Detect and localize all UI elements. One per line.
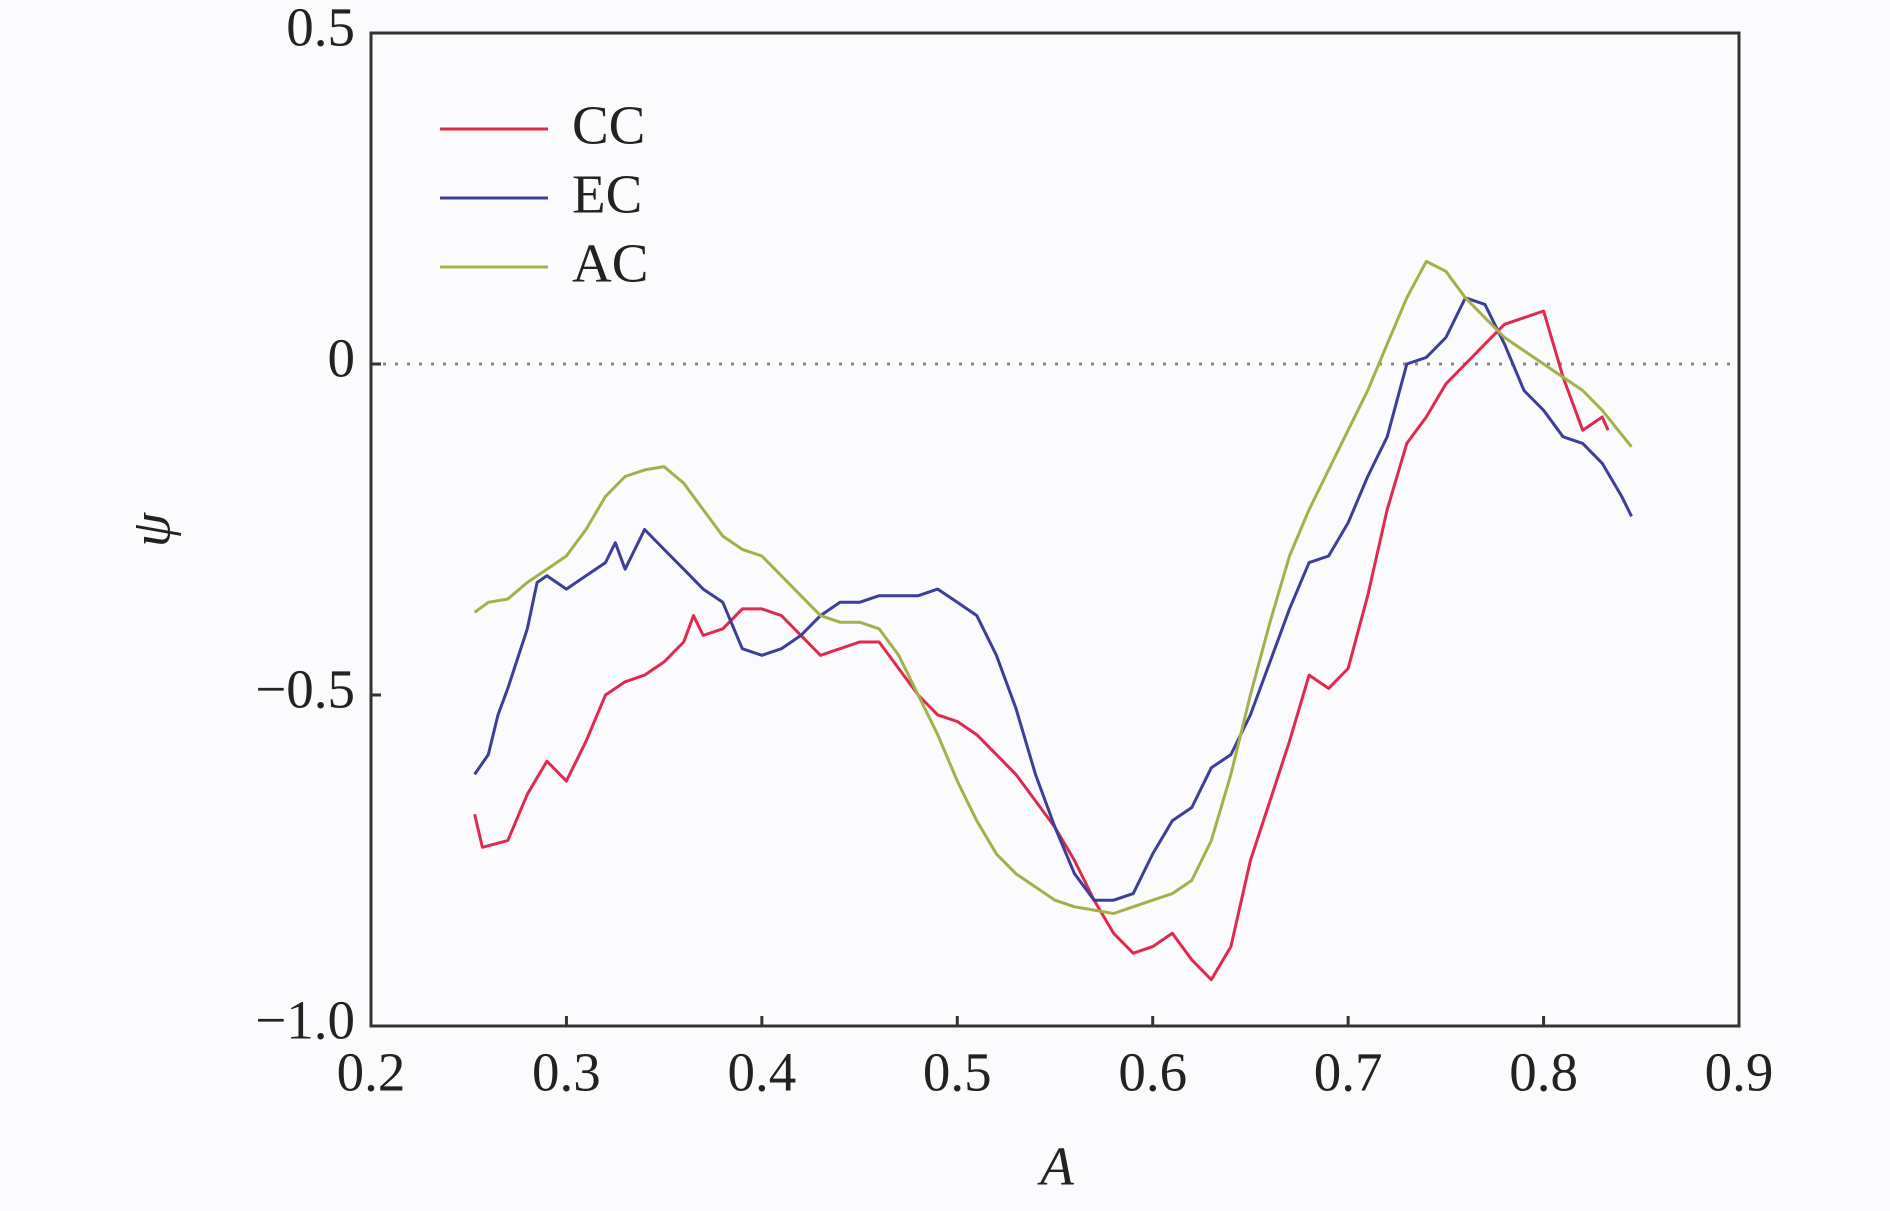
- y-tick-label: 0: [328, 328, 356, 389]
- x-tick-label: 0.8: [1509, 1042, 1578, 1103]
- y-tick-label: −1.0: [255, 990, 355, 1051]
- x-tick-label: 0.5: [923, 1042, 992, 1103]
- legend-label: EC: [572, 164, 642, 225]
- x-tick-label: 0.4: [727, 1042, 796, 1103]
- series-line: [473, 309, 1610, 982]
- x-tick-label: 0.9: [1705, 1042, 1774, 1103]
- y-tick-label: −0.5: [255, 659, 355, 720]
- x-tick-label: 0.6: [1118, 1042, 1187, 1103]
- y-axis-label: ψ: [121, 512, 182, 547]
- x-tick-label: 0.7: [1314, 1042, 1383, 1103]
- series-line: [473, 296, 1633, 902]
- series-line: [473, 259, 1633, 915]
- x-tick-label: 0.3: [532, 1042, 601, 1103]
- legend-label: CC: [572, 95, 645, 156]
- x-tick-label: 0.2: [337, 1042, 406, 1103]
- legend-label: AC: [572, 233, 648, 294]
- plot-frame: [369, 31, 1741, 1028]
- x-axis-label: A: [1036, 1136, 1074, 1197]
- y-tick-label: 0.5: [286, 0, 355, 58]
